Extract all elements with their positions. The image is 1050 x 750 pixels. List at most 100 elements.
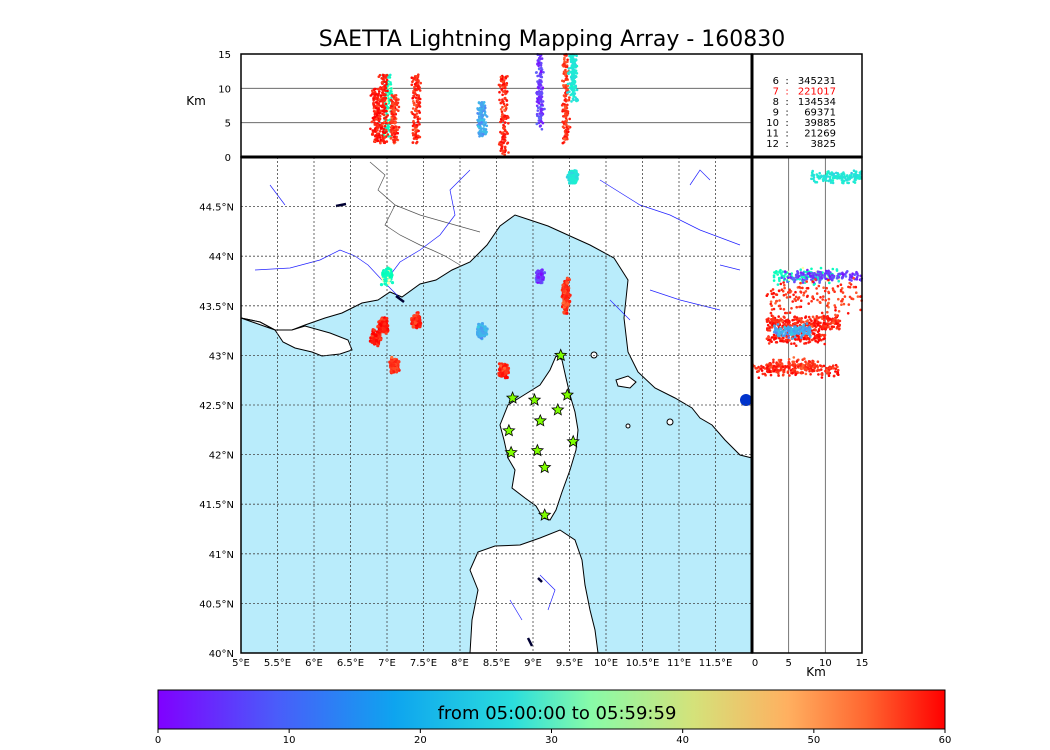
top-ytick-label: 10	[218, 84, 231, 95]
lightning-point-side	[786, 333, 790, 336]
lightning-point-side	[806, 272, 810, 275]
lightning-point-side	[782, 370, 785, 374]
lightning-point-side	[795, 317, 798, 321]
lightning-point-side	[754, 367, 757, 370]
lightning-point-altitude	[417, 129, 420, 133]
lon-tick-label: 7°E	[378, 658, 396, 669]
lightning-point-altitude	[373, 127, 377, 131]
lightning-point-altitude	[498, 98, 501, 102]
lightning-point-side	[788, 295, 792, 299]
lightning-point-altitude	[378, 117, 382, 121]
lightning-point-side	[828, 281, 831, 285]
lightning-point-altitude	[537, 95, 541, 99]
lightning-point-side	[837, 310, 841, 313]
lightning-point-side	[855, 291, 858, 295]
lightning-point-side	[827, 305, 830, 309]
lon-tick-label: 10.5°E	[626, 658, 660, 669]
lightning-point-altitude	[382, 139, 385, 142]
lightning-point-side	[810, 299, 813, 303]
lightning-point-side	[763, 372, 767, 376]
lightning-point-side	[827, 290, 830, 294]
lightning-point	[386, 281, 391, 285]
lightning-point-altitude	[392, 96, 396, 99]
lightning-point-side	[813, 332, 816, 336]
lightning-point-altitude	[481, 104, 484, 107]
lightning-point-altitude	[501, 80, 505, 84]
lightning-point-side	[774, 337, 777, 340]
lightning-point-side	[788, 366, 791, 370]
lightning-point-side	[770, 292, 774, 296]
lightning-point-altitude	[415, 141, 418, 145]
lightning-point-altitude	[540, 127, 544, 131]
lightning-point-altitude	[574, 64, 578, 67]
lightning-point-altitude	[564, 91, 567, 95]
count-hour: 7	[773, 87, 779, 98]
lightning-point-altitude	[485, 124, 489, 128]
lightning-point-altitude	[370, 133, 374, 136]
lightning-cluster-altitude	[476, 101, 489, 138]
lightning-point-side	[772, 364, 776, 368]
lightning-point-side	[779, 282, 783, 286]
top-panel-clusters	[369, 53, 580, 158]
lightning-point-side	[799, 290, 802, 294]
top-ytick-label: 5	[225, 119, 231, 130]
lightning-point-side	[826, 175, 830, 178]
lightning-point-side	[765, 337, 769, 341]
lightning-point-side	[801, 275, 804, 279]
lightning-point-altitude	[384, 128, 388, 132]
lightning-point-altitude	[484, 113, 487, 117]
lightning-point-altitude	[568, 96, 571, 99]
lat-tick-label: 44°N	[209, 252, 234, 263]
lightning-point-side	[806, 331, 810, 334]
lightning-point-altitude	[503, 108, 506, 112]
lightning-point-side	[839, 283, 843, 287]
lightning-point-side	[828, 175, 832, 179]
lightning-point-altitude	[385, 80, 388, 84]
lightning-point-altitude	[566, 58, 569, 62]
lightning-point-side	[771, 367, 775, 371]
lightning-point-side	[757, 376, 761, 380]
lightning-point-side	[784, 293, 788, 296]
lightning-point-side	[788, 311, 792, 315]
lightning-point-altitude	[501, 152, 504, 155]
lightning-point-side	[790, 342, 793, 346]
lightning-point-altitude	[566, 84, 570, 88]
lightning-point-altitude	[537, 87, 540, 90]
lightning-point	[565, 281, 569, 285]
lightning-point-side	[777, 374, 780, 377]
lightning-point-side	[830, 327, 833, 331]
lightning-point-side	[838, 272, 842, 276]
latitude-tick-labels: 40°N 40.5°N 41°N 41.5°N 42°N 42.5°N 43°N 43.5°N…	[199, 203, 234, 660]
lightning-point-side	[828, 172, 831, 175]
lightning-point-side	[834, 367, 838, 371]
lightning-point-side	[824, 328, 827, 331]
lightning-point-side	[804, 327, 807, 330]
lightning-cluster-altitude	[497, 74, 510, 158]
lightning-point-altitude	[418, 123, 421, 126]
lightning-point-altitude	[374, 138, 378, 141]
lightning-point-side	[803, 357, 806, 361]
lightning-point-altitude	[385, 78, 389, 82]
lightning-point-side	[819, 321, 822, 325]
lightning-point	[380, 317, 384, 321]
lightning-point-side	[791, 300, 794, 303]
lightning-point	[568, 181, 572, 185]
lightning-point	[376, 344, 380, 348]
colorbar-tick-label: 20	[414, 735, 427, 746]
lightning-point-side	[788, 374, 791, 377]
lightning-point-side	[775, 368, 779, 372]
lightning-point-altitude	[414, 109, 417, 113]
lightning-point-altitude	[378, 90, 381, 93]
lightning-point-altitude	[536, 59, 540, 62]
lightning-point-side	[777, 304, 781, 308]
lightning-point-side	[772, 307, 776, 311]
lightning-point-side	[831, 267, 835, 271]
lightning-point-side	[831, 174, 834, 177]
lightning-point-altitude	[418, 105, 422, 108]
lightning-point	[537, 275, 541, 279]
lightning-point-side	[781, 289, 785, 293]
lightning-point-altitude	[414, 130, 417, 133]
altitude-latitude-panel	[751, 156, 863, 654]
lightning-point-altitude	[535, 92, 539, 96]
lightning-cluster	[565, 169, 580, 185]
